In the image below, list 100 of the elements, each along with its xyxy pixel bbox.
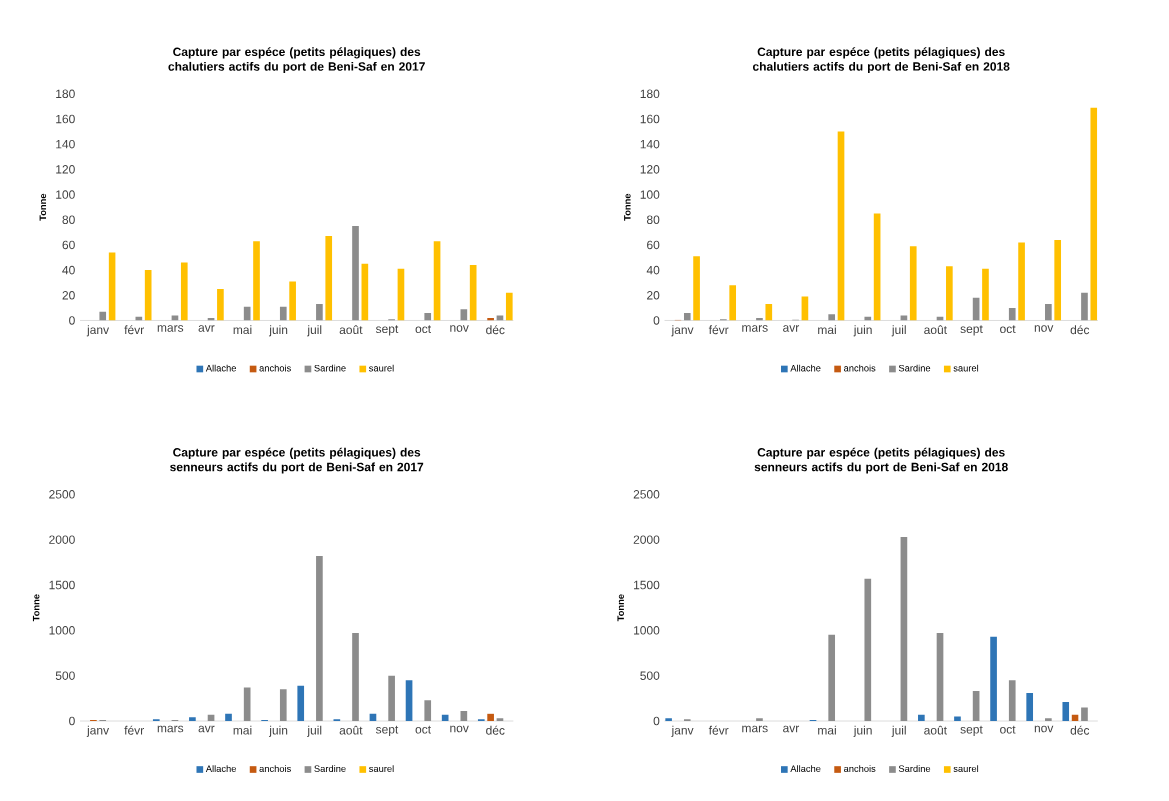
x-tick-label: avr — [198, 725, 215, 733]
y-tick-label: 2500 — [49, 490, 75, 499]
bar — [936, 633, 944, 721]
bar — [990, 636, 997, 721]
y-tick-label: 80 — [646, 215, 660, 225]
bar — [243, 306, 251, 321]
y-tick-label: 1500 — [634, 580, 660, 590]
y-axis-title: Tonne — [617, 594, 624, 622]
bar — [433, 241, 441, 321]
x-tick-label: juin — [268, 725, 288, 737]
bar — [873, 213, 881, 321]
y-tick-label: 2000 — [633, 535, 660, 544]
y-tick-label: 100 — [640, 190, 660, 199]
x-tick-label: nov — [450, 325, 469, 332]
y-axis-title: Tonne — [624, 193, 631, 221]
x-tick-label: juil — [891, 725, 906, 737]
legend-label: anchois — [259, 364, 291, 372]
y-tick-label: 1500 — [49, 580, 75, 590]
bar — [1008, 680, 1016, 721]
chart-title: Capture par espéce (petits pélagiques) des chalutiers actifs du port de Beni-Saf en 2017 — [168, 47, 425, 74]
x-tick-label: juil — [891, 325, 906, 337]
bar — [837, 131, 845, 321]
bar — [496, 718, 504, 721]
bar — [828, 634, 836, 721]
x-tick-label: août — [339, 325, 363, 335]
bar — [505, 292, 513, 321]
y-tick-label: 180 — [640, 89, 660, 99]
bar — [405, 680, 413, 721]
bar — [279, 689, 287, 721]
bar — [1018, 242, 1025, 321]
x-tick-label: mai — [818, 725, 836, 735]
y-axis-title: Tonne — [32, 594, 40, 622]
x-tick-label: févr — [124, 325, 144, 335]
legend-label: Allache — [790, 765, 821, 772]
x-tick-label: déc — [1070, 325, 1090, 335]
bar — [217, 289, 224, 321]
y-tick-label: 60 — [62, 240, 75, 250]
x-tick-label: sept — [375, 725, 399, 736]
legend-label: anchois — [844, 765, 876, 772]
x-tick-label: nov — [1034, 725, 1054, 733]
x-tick-label: avr — [198, 325, 215, 332]
x-tick-label: juin — [853, 725, 872, 737]
bar — [297, 685, 305, 721]
legend-label: anchois — [259, 765, 291, 772]
x-tick-label: janv — [671, 725, 694, 737]
chart-title: Capture par espéce (petits pélagiques) des chalutiers actifs du port de Beni-Saf en 2018 — [752, 47, 1010, 74]
x-tick-label: mai — [233, 325, 252, 335]
bar — [729, 285, 737, 321]
bar — [108, 252, 116, 321]
y-tick-label: 140 — [640, 139, 660, 149]
bar — [189, 717, 196, 721]
bar — [279, 306, 287, 321]
bar — [693, 256, 700, 321]
bar — [352, 226, 359, 321]
bar — [460, 711, 468, 721]
x-tick-label: juin — [268, 325, 288, 337]
y-tick-label: 120 — [56, 165, 75, 174]
legend-label: Allache — [790, 364, 821, 372]
x-tick-label: juin — [853, 325, 872, 337]
chart-title: Capture par espéce (petits pélagiques) des senneurs actifs du port de Beni-Saf en 2018 — [754, 447, 1008, 474]
y-tick-label: 40 — [646, 265, 660, 275]
x-tick-label: sept — [960, 325, 983, 336]
bar — [683, 312, 691, 321]
bar — [225, 713, 232, 721]
bar — [918, 714, 925, 721]
bar — [243, 687, 251, 721]
x-tick-label: sept — [960, 725, 983, 736]
x-tick-label: août — [339, 725, 363, 735]
y-tick-label: 120 — [640, 165, 660, 174]
bar — [828, 314, 836, 321]
y-tick-label: 1000 — [634, 626, 660, 635]
x-tick-label: mars — [157, 325, 184, 332]
bar — [1081, 292, 1088, 321]
x-tick-label: oct — [1000, 725, 1016, 734]
bar — [1090, 107, 1098, 321]
y-tick-label: 100 — [56, 190, 75, 199]
x-tick-label: févr — [708, 725, 729, 735]
x-tick-label: déc — [486, 725, 505, 735]
y-tick-label: 180 — [56, 89, 75, 99]
bar — [954, 716, 961, 721]
bar — [1008, 307, 1016, 321]
bar — [1045, 304, 1052, 321]
bar — [946, 266, 953, 321]
bar — [972, 691, 980, 721]
x-tick-label: mars — [742, 325, 768, 332]
x-tick-label: mars — [742, 725, 768, 733]
y-tick-label: 500 — [55, 671, 75, 680]
x-tick-label: déc — [1070, 725, 1090, 735]
bar — [1026, 692, 1034, 721]
legend-label: saurel — [953, 364, 979, 372]
bar — [864, 578, 872, 721]
legend-label: Sardine — [898, 765, 931, 772]
y-tick-label: 0 — [69, 316, 75, 325]
bar — [1054, 239, 1062, 321]
bar — [1081, 707, 1088, 721]
legend-label: saurel — [369, 765, 394, 772]
x-tick-label: déc — [486, 325, 505, 335]
x-tick-label: avr — [783, 725, 800, 733]
y-tick-label: 0 — [653, 316, 660, 325]
legend-label: saurel — [953, 765, 979, 772]
